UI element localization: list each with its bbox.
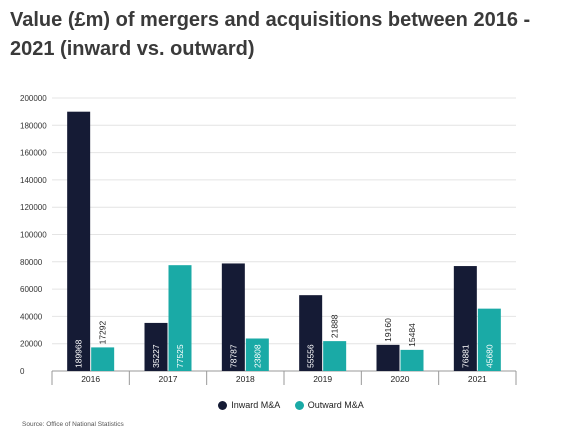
bar-outward: [168, 265, 192, 371]
bar-inward: [67, 111, 91, 372]
chart-title: Value (£m) of mergers and acquisitions b…: [10, 9, 531, 60]
y-tick-label: 20000: [20, 340, 43, 349]
data-label: 35227: [151, 344, 161, 368]
bar-outward: [323, 341, 347, 371]
data-label: 189968: [74, 339, 84, 368]
data-label: 55556: [306, 344, 316, 368]
data-label: 77525: [175, 344, 185, 368]
x-tick-label: 2019: [313, 374, 332, 384]
legend-item-outward: Outward M&A: [294, 400, 364, 410]
data-label: 19160: [383, 318, 393, 342]
x-tick-label: 2021: [468, 374, 487, 384]
y-tick-label: 60000: [20, 285, 43, 294]
y-tick-label: 80000: [20, 258, 43, 267]
x-tick-label: 2020: [391, 374, 410, 384]
x-tick-label: 2018: [236, 374, 255, 384]
legend-label-inward: Inward M&A: [231, 400, 281, 410]
bar-outward: [245, 338, 269, 371]
data-label: 76881: [460, 344, 470, 368]
bar-outward: [477, 308, 501, 371]
bar-inward: [299, 295, 323, 371]
y-tick-label: 140000: [20, 176, 47, 185]
y-tick-label: 40000: [20, 312, 43, 321]
bar-outward: [91, 347, 115, 371]
y-tick-label: 0: [20, 367, 25, 376]
data-label: 17292: [98, 320, 108, 344]
data-label: 15484: [407, 323, 417, 347]
bar-inward: [453, 266, 477, 371]
data-label: 21888: [330, 314, 340, 338]
bar-inward: [221, 263, 245, 371]
y-tick-label: 120000: [20, 203, 47, 212]
bar-outward: [400, 349, 424, 371]
bar-inward: [376, 344, 400, 371]
y-tick-label: 160000: [20, 149, 47, 158]
data-label: 45680: [484, 344, 494, 368]
y-tick-label: 200000: [20, 94, 47, 103]
y-tick-label: 180000: [20, 121, 47, 130]
x-tick-label: 2016: [81, 374, 100, 384]
chart-legend: Inward M&A Outward M&A: [0, 400, 582, 412]
legend-swatch-inward: [218, 400, 228, 410]
bar-inward: [144, 322, 168, 371]
data-label: 78787: [228, 344, 238, 368]
source-note: Source: Office of National Statistics: [22, 421, 124, 428]
x-tick-label: 2017: [159, 374, 178, 384]
legend-label-outward: Outward M&A: [307, 400, 364, 410]
data-label: 23808: [252, 344, 262, 368]
legend-swatch-outward: [294, 400, 304, 410]
legend-item-inward: Inward M&A: [218, 400, 280, 410]
y-tick-label: 100000: [20, 231, 47, 240]
bar-chart: 0 20000 40000 60000 80000 100000 120000 140000 1…: [20, 94, 517, 385]
